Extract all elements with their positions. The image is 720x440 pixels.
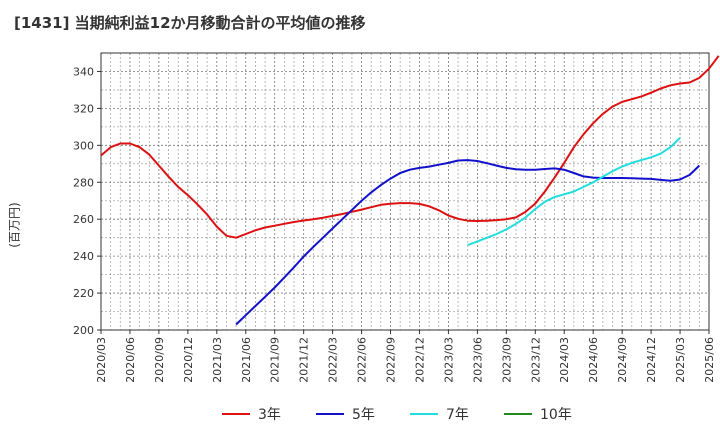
y-tick-label: 260 bbox=[73, 213, 94, 226]
x-tick-label: 2023/03 bbox=[442, 337, 455, 383]
x-tick-label: 2022/03 bbox=[327, 337, 340, 383]
series-line-3年 bbox=[100, 55, 720, 239]
x-tick-label: 2024/12 bbox=[645, 337, 658, 383]
x-tick-label: 2021/06 bbox=[240, 337, 253, 383]
x-tick-label: 2020/06 bbox=[124, 337, 137, 383]
x-tick-label: 2024/06 bbox=[587, 337, 600, 383]
x-tick-label: 2025/06 bbox=[703, 337, 716, 383]
x-tick-label: 2023/06 bbox=[471, 337, 484, 383]
y-tick-label: 220 bbox=[73, 287, 94, 300]
x-tick-label: 2021/12 bbox=[298, 337, 311, 383]
legend-label: 5年 bbox=[352, 407, 375, 423]
x-tick-label: 2020/03 bbox=[95, 337, 108, 383]
x-axis-ticks: 2020/03 2020/06 2020/09 2020/12 2021/03 2021/… bbox=[95, 330, 716, 383]
series-lines bbox=[100, 55, 720, 326]
x-tick-label: 2020/12 bbox=[182, 337, 195, 383]
legend-label: 10年 bbox=[540, 407, 572, 423]
legend: 3年 5年 7年 10年 bbox=[222, 407, 572, 423]
x-tick-label: 2021/03 bbox=[211, 337, 224, 383]
series-line-7年 bbox=[467, 137, 681, 247]
x-tick-label: 2025/03 bbox=[674, 337, 687, 383]
x-tick-label: 2021/09 bbox=[269, 337, 282, 383]
y-tick-label: 300 bbox=[73, 139, 94, 152]
x-tick-label: 2024/09 bbox=[616, 337, 629, 383]
x-tick-label: 2020/09 bbox=[153, 337, 166, 383]
series-line-5年 bbox=[235, 159, 700, 326]
x-tick-label: 2022/09 bbox=[385, 337, 398, 383]
x-tick-label: 2022/12 bbox=[413, 337, 426, 383]
y-tick-label: 240 bbox=[73, 250, 94, 263]
grid-lines bbox=[101, 53, 709, 330]
x-tick-label: 2024/03 bbox=[558, 337, 571, 383]
legend-label: 3年 bbox=[258, 407, 281, 423]
plot-frame bbox=[100, 52, 710, 331]
legend-label: 7年 bbox=[446, 407, 469, 423]
x-tick-label: 2022/06 bbox=[356, 337, 369, 383]
x-tick-label: 2023/12 bbox=[529, 337, 542, 383]
plot-area bbox=[101, 53, 709, 330]
y-tick-label: 280 bbox=[73, 176, 94, 189]
chart-title: [1431] 当期純利益12か月移動合計の平均値の推移 bbox=[14, 14, 366, 32]
y-tick-label: 320 bbox=[73, 102, 94, 115]
x-tick-label: 2023/09 bbox=[500, 337, 513, 383]
y-tick-label: 200 bbox=[73, 324, 94, 337]
y-axis-ticks: 200 220 240 260 280 300 320 340 bbox=[73, 65, 101, 337]
y-tick-label: 340 bbox=[73, 65, 94, 78]
